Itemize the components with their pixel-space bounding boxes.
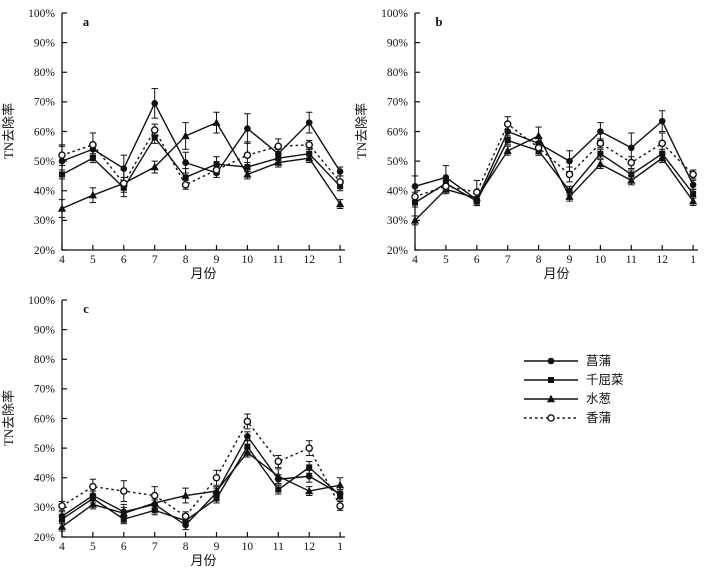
svg-text:10: 10 [595,254,607,266]
svg-text:80%: 80% [34,67,56,79]
svg-text:20%: 20% [34,532,56,544]
legend-item-qianqucai: 千屈菜 [522,373,624,387]
svg-text:9: 9 [214,541,220,553]
panel-c-chart: 100% 90% 80% 70% 60% 50% 40% 30% 20% 4 5 6 7 8 9 10 11 12… [0,287,353,574]
svg-text:11: 11 [273,541,284,553]
svg-text:6: 6 [121,541,127,553]
svg-text:TN去除率: TN去除率 [1,390,16,446]
svg-text:60%: 60% [387,126,409,138]
panel-a-chart: 100% 90% 80% 70% 60% 50% 40% 30% 20% 4 5 6 7 8 9 10 11 12… [0,0,353,290]
svg-text:70%: 70% [34,384,56,396]
svg-text:7: 7 [152,541,158,553]
svg-text:20%: 20% [34,245,56,257]
svg-text:8: 8 [536,254,542,266]
open-circle-dotted-line-icon [524,414,578,422]
svg-text:7: 7 [152,254,158,266]
svg-text:100%: 100% [28,8,55,20]
legend-label: 水葱 [586,392,612,406]
legend-item-changpu: 菖蒲 [522,354,624,368]
svg-text:60%: 60% [34,126,56,138]
svg-text:4: 4 [412,254,418,266]
svg-text:80%: 80% [34,354,56,366]
svg-text:b: b [436,15,443,29]
svg-text:50%: 50% [34,443,56,455]
svg-text:12: 12 [303,254,315,266]
filled-triangle-line-icon [524,394,578,403]
panel-b-chart: 100% 90% 80% 70% 60% 50% 40% 30% 20% 4 5 6 7 8 9 10 11 12… [353,0,706,290]
svg-text:30%: 30% [34,502,56,514]
svg-text:50%: 50% [34,156,56,168]
svg-text:5: 5 [90,541,96,553]
svg-text:10: 10 [242,541,254,553]
svg-text:30%: 30% [387,215,409,227]
svg-text:1: 1 [337,541,343,553]
svg-text:10: 10 [242,254,254,266]
svg-text:60%: 60% [34,413,56,425]
svg-text:50%: 50% [387,156,409,168]
svg-text:40%: 40% [34,473,56,485]
svg-text:TN去除率: TN去除率 [354,103,369,159]
filled-square-line-icon [524,377,578,383]
svg-text:1: 1 [690,254,696,266]
svg-text:9: 9 [567,254,573,266]
svg-text:4: 4 [59,254,65,266]
svg-text:80%: 80% [387,67,409,79]
svg-text:12: 12 [656,254,668,266]
svg-text:70%: 70% [34,97,56,109]
svg-text:月份: 月份 [190,553,216,568]
svg-text:a: a [83,15,90,29]
svg-text:c: c [83,302,89,316]
legend: 菖蒲 千屈菜 水葱 香蒲 [522,354,624,425]
svg-text:90%: 90% [34,324,56,336]
svg-text:4: 4 [59,541,65,553]
legend-label: 菖蒲 [586,354,612,368]
svg-text:1: 1 [337,254,343,266]
svg-text:6: 6 [474,254,480,266]
svg-text:11: 11 [273,254,284,266]
svg-text:100%: 100% [28,295,55,307]
svg-text:8: 8 [183,541,189,553]
legend-item-xiangpu: 香蒲 [522,411,624,425]
svg-text:90%: 90% [387,37,409,49]
svg-text:TN去除率: TN去除率 [1,103,16,159]
svg-text:11: 11 [626,254,637,266]
legend-label: 千屈菜 [586,373,624,387]
svg-text:月份: 月份 [190,266,216,281]
svg-text:70%: 70% [387,97,409,109]
svg-text:8: 8 [183,254,189,266]
svg-text:40%: 40% [387,186,409,198]
svg-text:9: 9 [214,254,220,266]
svg-text:30%: 30% [34,215,56,227]
svg-text:12: 12 [303,541,315,553]
filled-circle-line-icon [524,357,578,365]
svg-text:5: 5 [90,254,96,266]
svg-text:20%: 20% [387,245,409,257]
legend-label: 香蒲 [586,411,612,425]
svg-text:40%: 40% [34,186,56,198]
svg-text:90%: 90% [34,37,56,49]
svg-text:5: 5 [443,254,449,266]
legend-item-shuicong: 水葱 [522,392,624,406]
svg-text:月份: 月份 [543,266,569,281]
svg-text:100%: 100% [381,8,408,20]
svg-text:7: 7 [505,254,511,266]
svg-text:6: 6 [121,254,127,266]
